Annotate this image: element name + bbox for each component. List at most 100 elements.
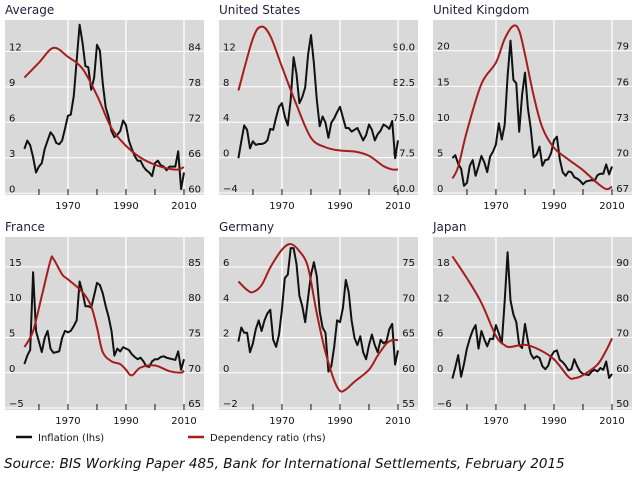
- rhs-tick-label: 67: [616, 184, 629, 195]
- lhs-tick-label: 0: [223, 149, 229, 160]
- x-tick-label: 1990: [541, 416, 566, 427]
- rhs-tick-label: 60.0: [393, 184, 415, 195]
- lhs-tick-label: 6: [437, 329, 443, 340]
- rhs-tick-label: 76: [616, 77, 629, 88]
- lhs-tick-label: 10: [9, 293, 22, 304]
- x-tick-label: 1970: [55, 201, 80, 212]
- lhs-tick-label: 20: [437, 42, 450, 53]
- x-tick-label: 2010: [599, 201, 624, 212]
- x-tick-label: 1970: [483, 201, 508, 212]
- rhs-tick-label: 66: [188, 149, 201, 160]
- lhs-tick-label: 15: [9, 258, 22, 269]
- lhs-tick-label: −2: [223, 399, 238, 410]
- lhs-tick-label: 0: [437, 364, 443, 375]
- inflation-line: [451, 39, 613, 187]
- dependency-ratio-line: [23, 255, 185, 377]
- rhs-tick-label: 70: [616, 329, 629, 340]
- panel-germany: Germany −2 55 0 60 2 65 4 70 6 75 1970 1990 2010: [219, 220, 418, 427]
- panel-united-states: United States −4 60.0 0 67.5 4 75.0 8 82.5 12 90.0…: [219, 3, 418, 212]
- legend-inflation-label: Inflation (lhs): [38, 433, 104, 444]
- rhs-tick-label: 72: [188, 113, 201, 124]
- rhs-tick-label: 70: [402, 293, 415, 304]
- rhs-tick-label: 60: [188, 184, 201, 195]
- lhs-tick-label: 9: [9, 78, 15, 89]
- rhs-tick-label: 79: [616, 42, 629, 53]
- x-tick-label: 2010: [171, 201, 196, 212]
- lhs-tick-label: 5: [437, 148, 443, 159]
- inflation-line: [237, 247, 399, 373]
- rhs-tick-label: 67.5: [393, 149, 415, 160]
- x-tick-label: 1970: [55, 416, 80, 427]
- lhs-tick-label: 6: [9, 113, 15, 124]
- x-tick-label: 1990: [327, 201, 352, 212]
- plot-area: [5, 237, 204, 410]
- inflation-line: [23, 23, 185, 191]
- dependency-ratio-line: [23, 46, 185, 171]
- lhs-tick-label: 5: [9, 328, 15, 339]
- panel-title: Average: [5, 3, 54, 17]
- rhs-tick-label: 84: [188, 42, 201, 53]
- lhs-tick-label: 12: [223, 42, 236, 53]
- lhs-tick-label: 3: [9, 149, 15, 160]
- rhs-tick-label: 60: [616, 364, 629, 375]
- lhs-tick-label: −6: [437, 399, 452, 410]
- lhs-tick-label: 0: [9, 184, 15, 195]
- lhs-tick-label: 15: [437, 77, 450, 88]
- x-tick-label: 2010: [599, 416, 624, 427]
- x-tick-label: 1970: [269, 201, 294, 212]
- lhs-tick-label: −5: [9, 399, 24, 410]
- rhs-tick-label: 90: [616, 258, 629, 269]
- rhs-tick-label: 65: [402, 329, 415, 340]
- rhs-tick-label: 80: [188, 293, 201, 304]
- panel-title: United Kingdom: [433, 3, 529, 17]
- dependency-ratio-line: [237, 25, 399, 171]
- panel-title: France: [5, 220, 45, 234]
- rhs-tick-label: 65: [188, 399, 201, 410]
- rhs-tick-label: 50: [616, 399, 629, 410]
- lhs-tick-label: 0: [437, 184, 443, 195]
- plot-area: [433, 20, 632, 195]
- rhs-tick-label: 80: [616, 293, 629, 304]
- rhs-tick-label: 70: [616, 148, 629, 159]
- rhs-tick-label: 73: [616, 113, 629, 124]
- panel-title: Germany: [219, 220, 274, 234]
- source-note: Source: BIS Working Paper 485, Bank for …: [4, 456, 565, 472]
- x-tick-label: 2010: [385, 201, 410, 212]
- inflation-line: [23, 271, 185, 371]
- panel-united-kingdom: United Kingdom 0 67 5 70 10 73 15 76 20 79 1970 1990…: [433, 3, 632, 212]
- x-tick-label: 2010: [385, 416, 410, 427]
- panel-title: United States: [219, 3, 300, 17]
- rhs-tick-label: 55: [402, 399, 415, 410]
- lhs-tick-label: −4: [223, 184, 238, 195]
- dependency-ratio-line: [451, 255, 613, 380]
- inflation-line: [237, 34, 399, 160]
- lhs-tick-label: 6: [223, 258, 229, 269]
- rhs-tick-label: 82.5: [393, 78, 415, 89]
- rhs-tick-label: 75.0: [393, 113, 415, 124]
- lhs-tick-label: 2: [223, 329, 229, 340]
- lhs-tick-label: 12: [9, 42, 22, 53]
- rhs-tick-label: 75: [402, 258, 415, 269]
- lhs-tick-label: 4: [223, 293, 229, 304]
- rhs-tick-label: 70: [188, 364, 201, 375]
- rhs-tick-label: 75: [188, 328, 201, 339]
- rhs-tick-label: 90.0: [393, 42, 415, 53]
- panel-title: Japan: [432, 220, 466, 234]
- x-tick-label: 1990: [113, 201, 138, 212]
- x-tick-label: 1990: [541, 201, 566, 212]
- lhs-tick-label: 8: [223, 78, 229, 89]
- x-tick-label: 1990: [113, 416, 138, 427]
- x-tick-label: 1970: [483, 416, 508, 427]
- rhs-tick-label: 60: [402, 364, 415, 375]
- lhs-tick-label: 4: [223, 113, 229, 124]
- lhs-tick-label: 10: [437, 113, 450, 124]
- panel-france: France −5 65 0 70 5 75 10 80 15 85 1970 1990 2010: [5, 220, 204, 427]
- dependency-ratio-line: [451, 24, 613, 191]
- lhs-tick-label: 12: [437, 293, 450, 304]
- plot-area: [433, 237, 632, 410]
- lhs-tick-label: 0: [9, 364, 15, 375]
- x-tick-label: 1990: [327, 416, 352, 427]
- panel-japan: Japan −6 50 0 60 6 70 12 80 18 90 1970 1990 2010: [432, 220, 632, 427]
- lhs-tick-label: 18: [437, 258, 450, 269]
- x-tick-label: 2010: [171, 416, 196, 427]
